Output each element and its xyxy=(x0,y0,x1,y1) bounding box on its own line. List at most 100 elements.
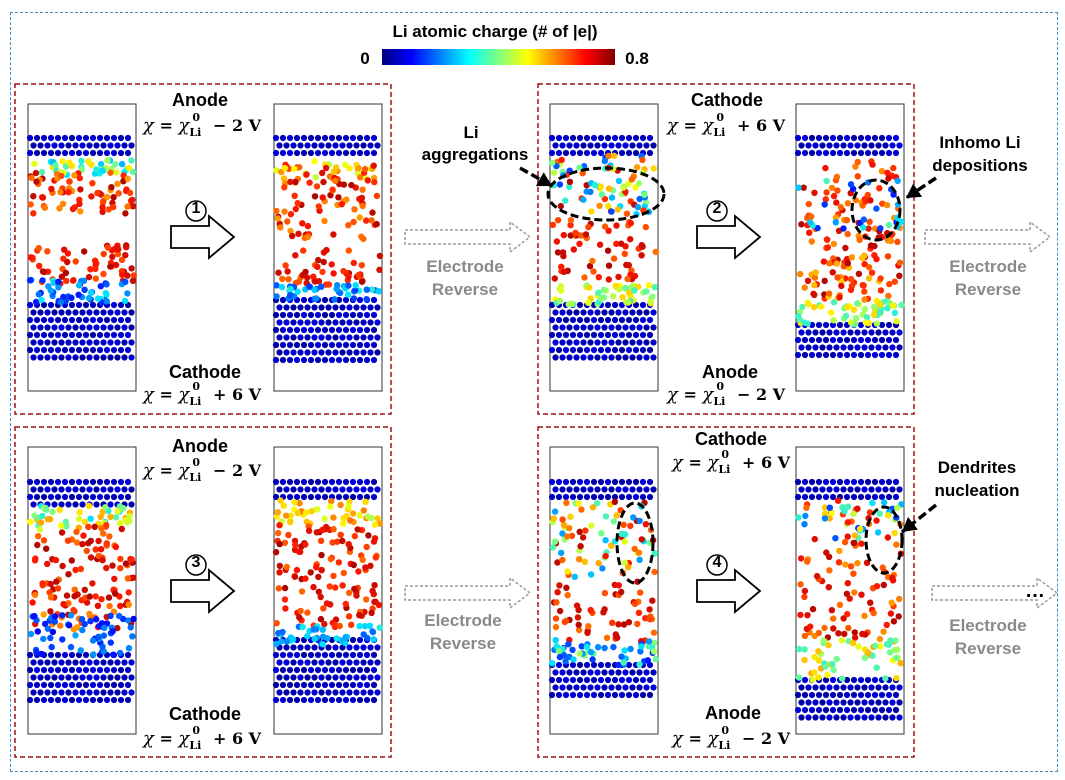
simulation-snapshot-4-li-atom xyxy=(844,304,851,311)
simulation-snapshot-7-li-atom xyxy=(576,556,583,563)
simulation-snapshot-1-bottom-lattice-atom xyxy=(82,301,90,309)
simulation-snapshot-2-bottom-lattice-atom xyxy=(346,349,353,356)
simulation-snapshot-4-li-atom xyxy=(861,306,869,313)
simulation-snapshot-1-li-atom xyxy=(75,282,83,289)
simulation-snapshot-2-top-lattice-atom xyxy=(325,142,332,149)
simulation-snapshot-4-li-atom xyxy=(820,258,828,265)
simulation-snapshot-5-li-atom xyxy=(38,650,45,658)
simulation-snapshot-4-li-atom xyxy=(891,278,898,285)
simulation-snapshot-3-bottom-lattice-atom xyxy=(639,331,647,339)
simulation-snapshot-3-li-atom xyxy=(621,250,628,257)
simulation-snapshot-7-li-atom xyxy=(603,634,611,641)
simulation-snapshot-8-top-lattice-atom xyxy=(843,493,851,501)
simulation-snapshot-7-li-atom xyxy=(631,600,639,607)
simulation-snapshot-4-li-atom xyxy=(800,184,807,191)
simulation-snapshot-3-bottom-lattice-atom xyxy=(650,309,657,316)
simulation-snapshot-6-bottom-lattice-atom xyxy=(332,659,339,666)
simulation-snapshot-8-li-atom xyxy=(836,547,843,555)
simulation-snapshot-3-bottom-lattice-atom xyxy=(632,346,640,354)
simulation-snapshot-8-top-lattice-atom xyxy=(885,493,893,501)
simulation-snapshot-1-li-atom xyxy=(124,203,131,210)
simulation-snapshot-7-top-lattice-atom xyxy=(608,486,615,493)
simulation-snapshot-3-bottom-lattice-atom xyxy=(580,324,587,331)
simulation-snapshot-6-bottom-lattice-atom xyxy=(290,689,297,696)
simulation-snapshot-2-li-atom xyxy=(279,275,286,282)
simulation-snapshot-6-bottom-lattice-atom xyxy=(353,689,360,696)
simulation-snapshot-8-bottom-lattice-atom xyxy=(889,714,896,721)
simulation-snapshot-5-bottom-lattice-atom xyxy=(51,674,58,681)
simulation-snapshot-5-li-atom xyxy=(77,565,85,573)
simulation-snapshot-8-top-lattice-atom xyxy=(829,493,837,501)
simulation-snapshot-2-li-atom xyxy=(315,203,322,210)
simulation-snapshot-5-bottom-lattice-atom xyxy=(107,659,114,666)
simulation-snapshot-6-top-lattice-atom xyxy=(283,486,290,493)
simulation-snapshot-4-li-atom xyxy=(860,282,867,289)
simulation-snapshot-2-top-lattice-atom xyxy=(339,142,346,149)
simulation-snapshot-1-bottom-lattice-atom xyxy=(86,309,93,316)
simulation-snapshot-3-top-lattice-atom xyxy=(559,142,566,149)
simulation-snapshot-4-bottom-lattice-atom xyxy=(861,329,868,336)
simulation-snapshot-8-li-atom xyxy=(876,510,883,517)
simulation-snapshot-1-bottom-lattice-atom xyxy=(103,316,111,324)
simulation-snapshot-6-bottom-lattice-atom xyxy=(346,644,353,651)
simulation-snapshot-6-bottom-lattice-atom xyxy=(293,681,301,689)
simulation-snapshot-1-li-atom xyxy=(77,208,84,215)
simulation-snapshot-7-bottom-lattice-atom xyxy=(555,691,563,699)
simulation-snapshot-2-bottom-lattice-atom xyxy=(367,319,374,326)
simulation-snapshot-4-bottom-lattice-atom xyxy=(812,344,819,351)
simulation-snapshot-4-li-atom xyxy=(799,303,806,311)
simulation-snapshot-1-bottom-lattice-atom xyxy=(58,309,65,316)
simulation-snapshot-4-li-atom xyxy=(871,242,878,250)
simulation-snapshot-5-li-atom xyxy=(130,574,137,581)
simulation-snapshot-5-bottom-lattice-atom xyxy=(110,696,118,704)
simulation-snapshot-1-li-atom xyxy=(103,281,110,288)
simulation-snapshot-5-bottom-lattice-atom xyxy=(58,674,65,681)
simulation-snapshot-4-bottom-lattice-atom xyxy=(875,329,882,336)
simulation-snapshot-2-li-atom xyxy=(334,282,341,289)
simulation-snapshot-1-bottom-lattice-atom xyxy=(26,331,34,339)
simulation-snapshot-4-bottom-lattice-atom xyxy=(878,321,886,329)
simulation-snapshot-4-li-atom xyxy=(865,264,873,271)
simulation-snapshot-4-bottom-lattice-atom xyxy=(864,336,872,344)
simulation-snapshot-1-bottom-lattice-atom xyxy=(40,346,48,354)
simulation-snapshot-8-bottom-lattice-atom xyxy=(826,699,833,706)
simulation-snapshot-8-top-lattice-atom xyxy=(875,486,882,493)
simulation-snapshot-5-bottom-lattice-atom xyxy=(128,674,135,681)
simulation-snapshot-2-li-atom xyxy=(375,288,383,295)
simulation-snapshot-6-bottom-lattice-atom xyxy=(304,689,311,696)
simulation-snapshot-5-bottom-lattice-atom xyxy=(128,659,135,666)
simulation-snapshot-8-bottom-lattice-atom xyxy=(861,684,868,691)
simulation-snapshot-5-li-atom xyxy=(125,589,132,596)
simulation-snapshot-1-li-atom xyxy=(124,290,131,297)
simulation-snapshot-8-li-atom xyxy=(844,580,851,587)
simulation-snapshot-2-li-atom xyxy=(363,296,370,303)
simulation-snapshot-4-top-lattice-atom xyxy=(822,134,830,142)
simulation-snapshot-8-top-lattice-atom xyxy=(857,493,865,501)
simulation-snapshot-6-li-atom xyxy=(293,566,301,574)
simulation-snapshot-2-bottom-lattice-atom xyxy=(272,311,280,319)
simulation-snapshot-1-top-lattice-atom xyxy=(68,149,76,157)
simulation-snapshot-3-bottom-lattice-atom xyxy=(615,309,622,316)
simulation-snapshot-8-li-atom xyxy=(825,584,832,591)
simulation-snapshot-3-bottom-lattice-atom xyxy=(615,339,622,346)
simulation-snapshot-5-bottom-lattice-atom xyxy=(65,689,72,696)
simulation-snapshot-3-bottom-lattice-atom xyxy=(552,354,559,361)
simulation-snapshot-4-bottom-lattice-atom xyxy=(822,336,830,344)
simulation-snapshot-2-li-atom xyxy=(355,271,362,279)
simulation-snapshot-6-li-atom xyxy=(323,600,331,607)
simulation-snapshot-3-li-atom xyxy=(641,191,648,198)
simulation-snapshot-1-li-atom xyxy=(94,295,102,302)
simulation-snapshot-4-li-atom xyxy=(801,284,808,291)
simulation-snapshot-3-top-lattice-atom xyxy=(573,142,580,149)
simulation-snapshot-8-li-atom xyxy=(886,649,894,656)
simulation-snapshot-3-bottom-lattice-atom xyxy=(622,339,629,346)
simulation-snapshot-2-li-atom xyxy=(313,295,320,302)
simulation-snapshot-2-bottom-lattice-atom xyxy=(325,349,332,356)
simulation-snapshot-2-bottom-lattice-atom xyxy=(272,356,280,364)
simulation-snapshot-6-bottom-lattice-atom xyxy=(360,659,367,666)
simulation-snapshot-6-bottom-lattice-atom xyxy=(374,689,381,696)
simulation-snapshot-3-top-lattice-atom xyxy=(590,149,598,157)
simulation-snapshot-7-top-lattice-atom xyxy=(604,493,612,501)
simulation-snapshot-6-bottom-lattice-atom xyxy=(290,674,297,681)
